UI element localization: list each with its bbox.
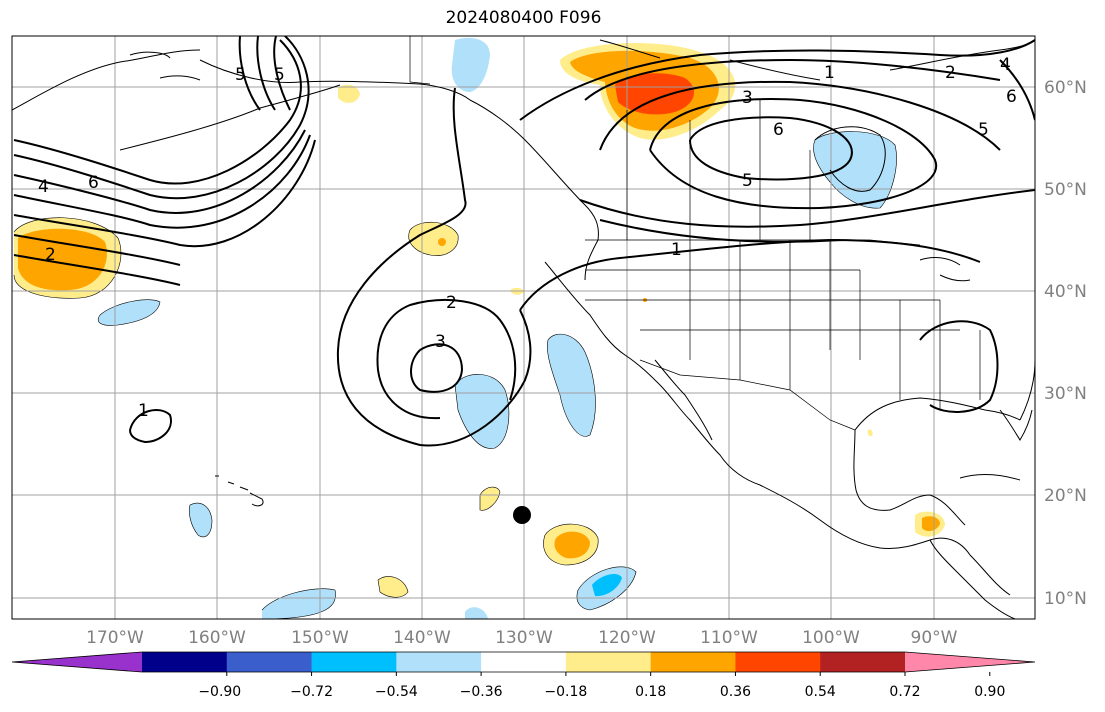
lon-label: 170°W — [86, 628, 144, 648]
colorbar-tick-label: 0.54 — [805, 684, 836, 700]
shade-orange-dot1 — [438, 238, 446, 246]
shade-blue-trop3 — [592, 574, 622, 597]
black-dot-marker — [513, 506, 531, 524]
lon-label: 130°W — [495, 628, 553, 648]
colorbar-swatch — [142, 652, 228, 672]
contour-label: 1 — [138, 401, 149, 421]
contour-label: 6 — [88, 173, 99, 193]
colorbar-swatch — [396, 652, 482, 672]
map-frame — [11, 35, 1036, 620]
shade-orange-west — [18, 228, 107, 291]
shade-lightblue-sub5 — [465, 607, 488, 619]
lat-label: 10°N — [1044, 589, 1087, 609]
contour-label: 5 — [235, 65, 246, 85]
colorbar-swatch — [481, 652, 567, 672]
colorbar-swatch — [650, 652, 736, 672]
contour-label: 2 — [945, 63, 956, 83]
colorbar-swatch — [565, 652, 652, 672]
contour-label: 4 — [1000, 55, 1011, 75]
contour-label: 2 — [446, 293, 457, 313]
lon-label: 160°W — [188, 628, 246, 648]
latitude-labels: 60°N 50°N 40°N 30°N 20°N 10°N — [1044, 78, 1087, 609]
colorbar-tick-label: 0.72 — [889, 684, 920, 700]
contour-label: 2 — [45, 245, 56, 265]
colorbar-tick-label: −0.54 — [375, 684, 418, 700]
shade-lightblue-goa — [451, 37, 490, 92]
shade-yellow-bering — [338, 84, 360, 103]
colorbar-tick-label: 0.36 — [720, 684, 751, 700]
shade-lightblue-sub2 — [547, 334, 596, 437]
shade-orange-trop2 — [554, 531, 590, 559]
colorbar-extend-max — [905, 652, 1035, 672]
graticule — [12, 36, 1035, 619]
shade-yellow-trop1 — [480, 487, 500, 511]
political-borders — [409, 36, 981, 431]
contour-label: 1 — [671, 240, 682, 260]
lat-label: 50°N — [1044, 180, 1087, 200]
shade-yellow-trop4 — [378, 576, 408, 598]
shade-lightblue-sub4 — [262, 588, 336, 619]
colorbar-swatch — [820, 652, 906, 672]
contour-label: 4 — [38, 177, 49, 197]
lon-label: 150°W — [291, 628, 349, 648]
lon-label: 90°W — [911, 628, 958, 648]
lon-label: 120°W — [598, 628, 656, 648]
contour-label: 1 — [824, 63, 835, 83]
contours — [13, 36, 1035, 447]
contour-label: 5 — [274, 65, 285, 85]
lon-label: 100°W — [802, 628, 860, 648]
shade-lightblue-sub3 — [189, 503, 212, 537]
longitude-labels: 170°W 160°W 150°W 140°W 130°W 120°W 110°… — [86, 628, 958, 648]
coastlines — [12, 39, 1035, 619]
lon-label: 140°W — [393, 628, 451, 648]
colorbar-swatch — [735, 652, 821, 672]
contour-label: 6 — [773, 120, 784, 140]
colorbar-labels: −0.90 −0.72 −0.54 −0.36 −0.18 0.18 0.36 0.54 0.7… — [198, 684, 1005, 700]
lat-label: 60°N — [1044, 78, 1087, 98]
contour-label: 3 — [742, 88, 753, 108]
contour-labels: 1 3 5 6 2 4 5 6 5 1 2 3 1 6 4 2 5 — [38, 55, 1017, 421]
lon-label: 110°W — [700, 628, 758, 648]
contour-label: 6 — [1006, 87, 1017, 107]
colorbar-tick-label: −0.72 — [290, 684, 333, 700]
contour-label: 3 — [435, 332, 446, 352]
colorbar-tick-label: 0.18 — [635, 684, 666, 700]
shade-orange-mex — [922, 516, 940, 532]
lat-label: 20°N — [1044, 486, 1087, 506]
colorbar-outline — [11, 651, 1036, 673]
colorbar-tick-label: −0.90 — [198, 684, 241, 700]
map-title: 2024080400 F096 — [445, 8, 602, 28]
lat-label: 40°N — [1044, 282, 1087, 302]
colorbar-extend-min — [12, 652, 142, 672]
contour-label: 5 — [978, 120, 989, 140]
shade-yellow-pac1 — [408, 222, 459, 256]
colorbar-swatch — [226, 652, 313, 672]
contour-label: 5 — [742, 171, 753, 191]
shade-lightblue-w1 — [98, 299, 160, 326]
lat-label: 30°N — [1044, 384, 1087, 404]
shade-red-canada — [615, 73, 695, 115]
colorbar-tick-label: 0.90 — [974, 684, 1005, 700]
colorbar-swatch — [311, 652, 397, 672]
shade-yellow-gulf — [867, 429, 873, 437]
colorbar-tick-label: −0.36 — [460, 684, 503, 700]
colorbar-tick-label: −0.18 — [544, 684, 587, 700]
colorbar — [11, 651, 1036, 676]
